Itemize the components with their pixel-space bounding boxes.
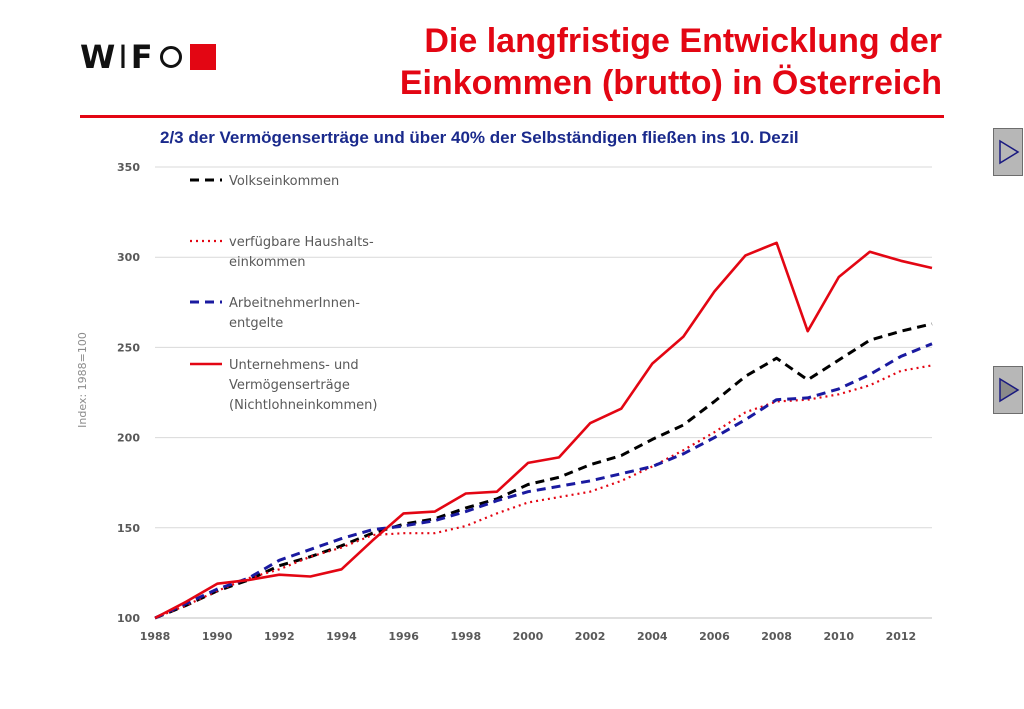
logo-letter-w: W <box>80 38 117 76</box>
legend-label-4: Vermögenserträge <box>229 378 350 393</box>
legend-label-4: Unternehmens- und <box>229 358 359 373</box>
logo-separator: I <box>118 38 129 76</box>
x-tick-label: 1990 <box>202 630 233 643</box>
y-tick-label: 150 <box>117 522 140 535</box>
x-tick-label: 2000 <box>513 630 544 643</box>
legend-label-2: verfügbare Haushalts- <box>229 235 374 250</box>
chart-grid <box>155 166 932 619</box>
play-arrow-icon <box>999 377 1020 403</box>
series-line-3 <box>154 342 933 620</box>
x-tick-label: 1994 <box>326 630 357 643</box>
play-arrow-icon <box>999 139 1020 165</box>
chart-subtitle: 2/3 der Vermögenserträge und über 40% de… <box>160 128 799 147</box>
y-tick-label: 100 <box>117 612 140 625</box>
series-line-1 <box>154 322 933 620</box>
chart-series <box>154 241 933 620</box>
x-tick-label: 1988 <box>140 630 171 643</box>
x-axis-ticks: 1988 1990 1992 1994 1996 1998 2000 2002 2004 2006… <box>140 630 917 643</box>
y-axis-ticks: 100 150 200 250 300 350 <box>117 161 140 625</box>
legend-label-4: (Nichtlohneinkommen) <box>229 398 377 413</box>
x-tick-label: 2006 <box>699 630 730 643</box>
series-line-4 <box>154 241 933 620</box>
x-tick-label: 1992 <box>264 630 295 643</box>
x-tick-label: 1996 <box>388 630 419 643</box>
y-tick-label: 250 <box>117 341 140 354</box>
x-tick-label: 2004 <box>637 630 668 643</box>
play-button[interactable] <box>993 366 1023 414</box>
x-tick-label: 1998 <box>450 630 481 643</box>
y-axis-label: Index: 1988=100 <box>76 332 89 428</box>
logo-letter-f: F <box>130 38 154 76</box>
x-tick-label: 2002 <box>575 630 606 643</box>
legend-label-1: Volkseinkommen <box>229 174 339 189</box>
page-title-line-2: Einkommen (brutto) in Österreich <box>399 64 942 102</box>
legend-label-3: ArbeitnehmerInnen- <box>229 296 360 311</box>
title-divider <box>80 115 944 118</box>
y-tick-label: 200 <box>117 432 140 445</box>
x-tick-label: 2010 <box>823 630 854 643</box>
y-tick-label: 300 <box>117 251 140 264</box>
page-title-line-1: Die langfristige Entwicklung der <box>424 22 942 60</box>
logo-circle-icon <box>159 46 182 68</box>
x-tick-label: 2012 <box>886 630 917 643</box>
chart-legend: Volkseinkommen verfügbare Haushalts-einko… <box>190 174 377 413</box>
next-slide-button[interactable] <box>993 128 1023 176</box>
x-tick-label: 2008 <box>761 630 792 643</box>
page-title: Die langfristige Entwicklung der Einkomm… <box>400 20 942 104</box>
series-line-2 <box>154 364 933 620</box>
logo-square-icon <box>189 44 216 70</box>
wifo-logo: W I F <box>80 38 216 76</box>
y-tick-label: 350 <box>117 161 140 174</box>
legend-label-3: entgelte <box>229 316 283 331</box>
legend-label-2: einkommen <box>229 255 305 270</box>
